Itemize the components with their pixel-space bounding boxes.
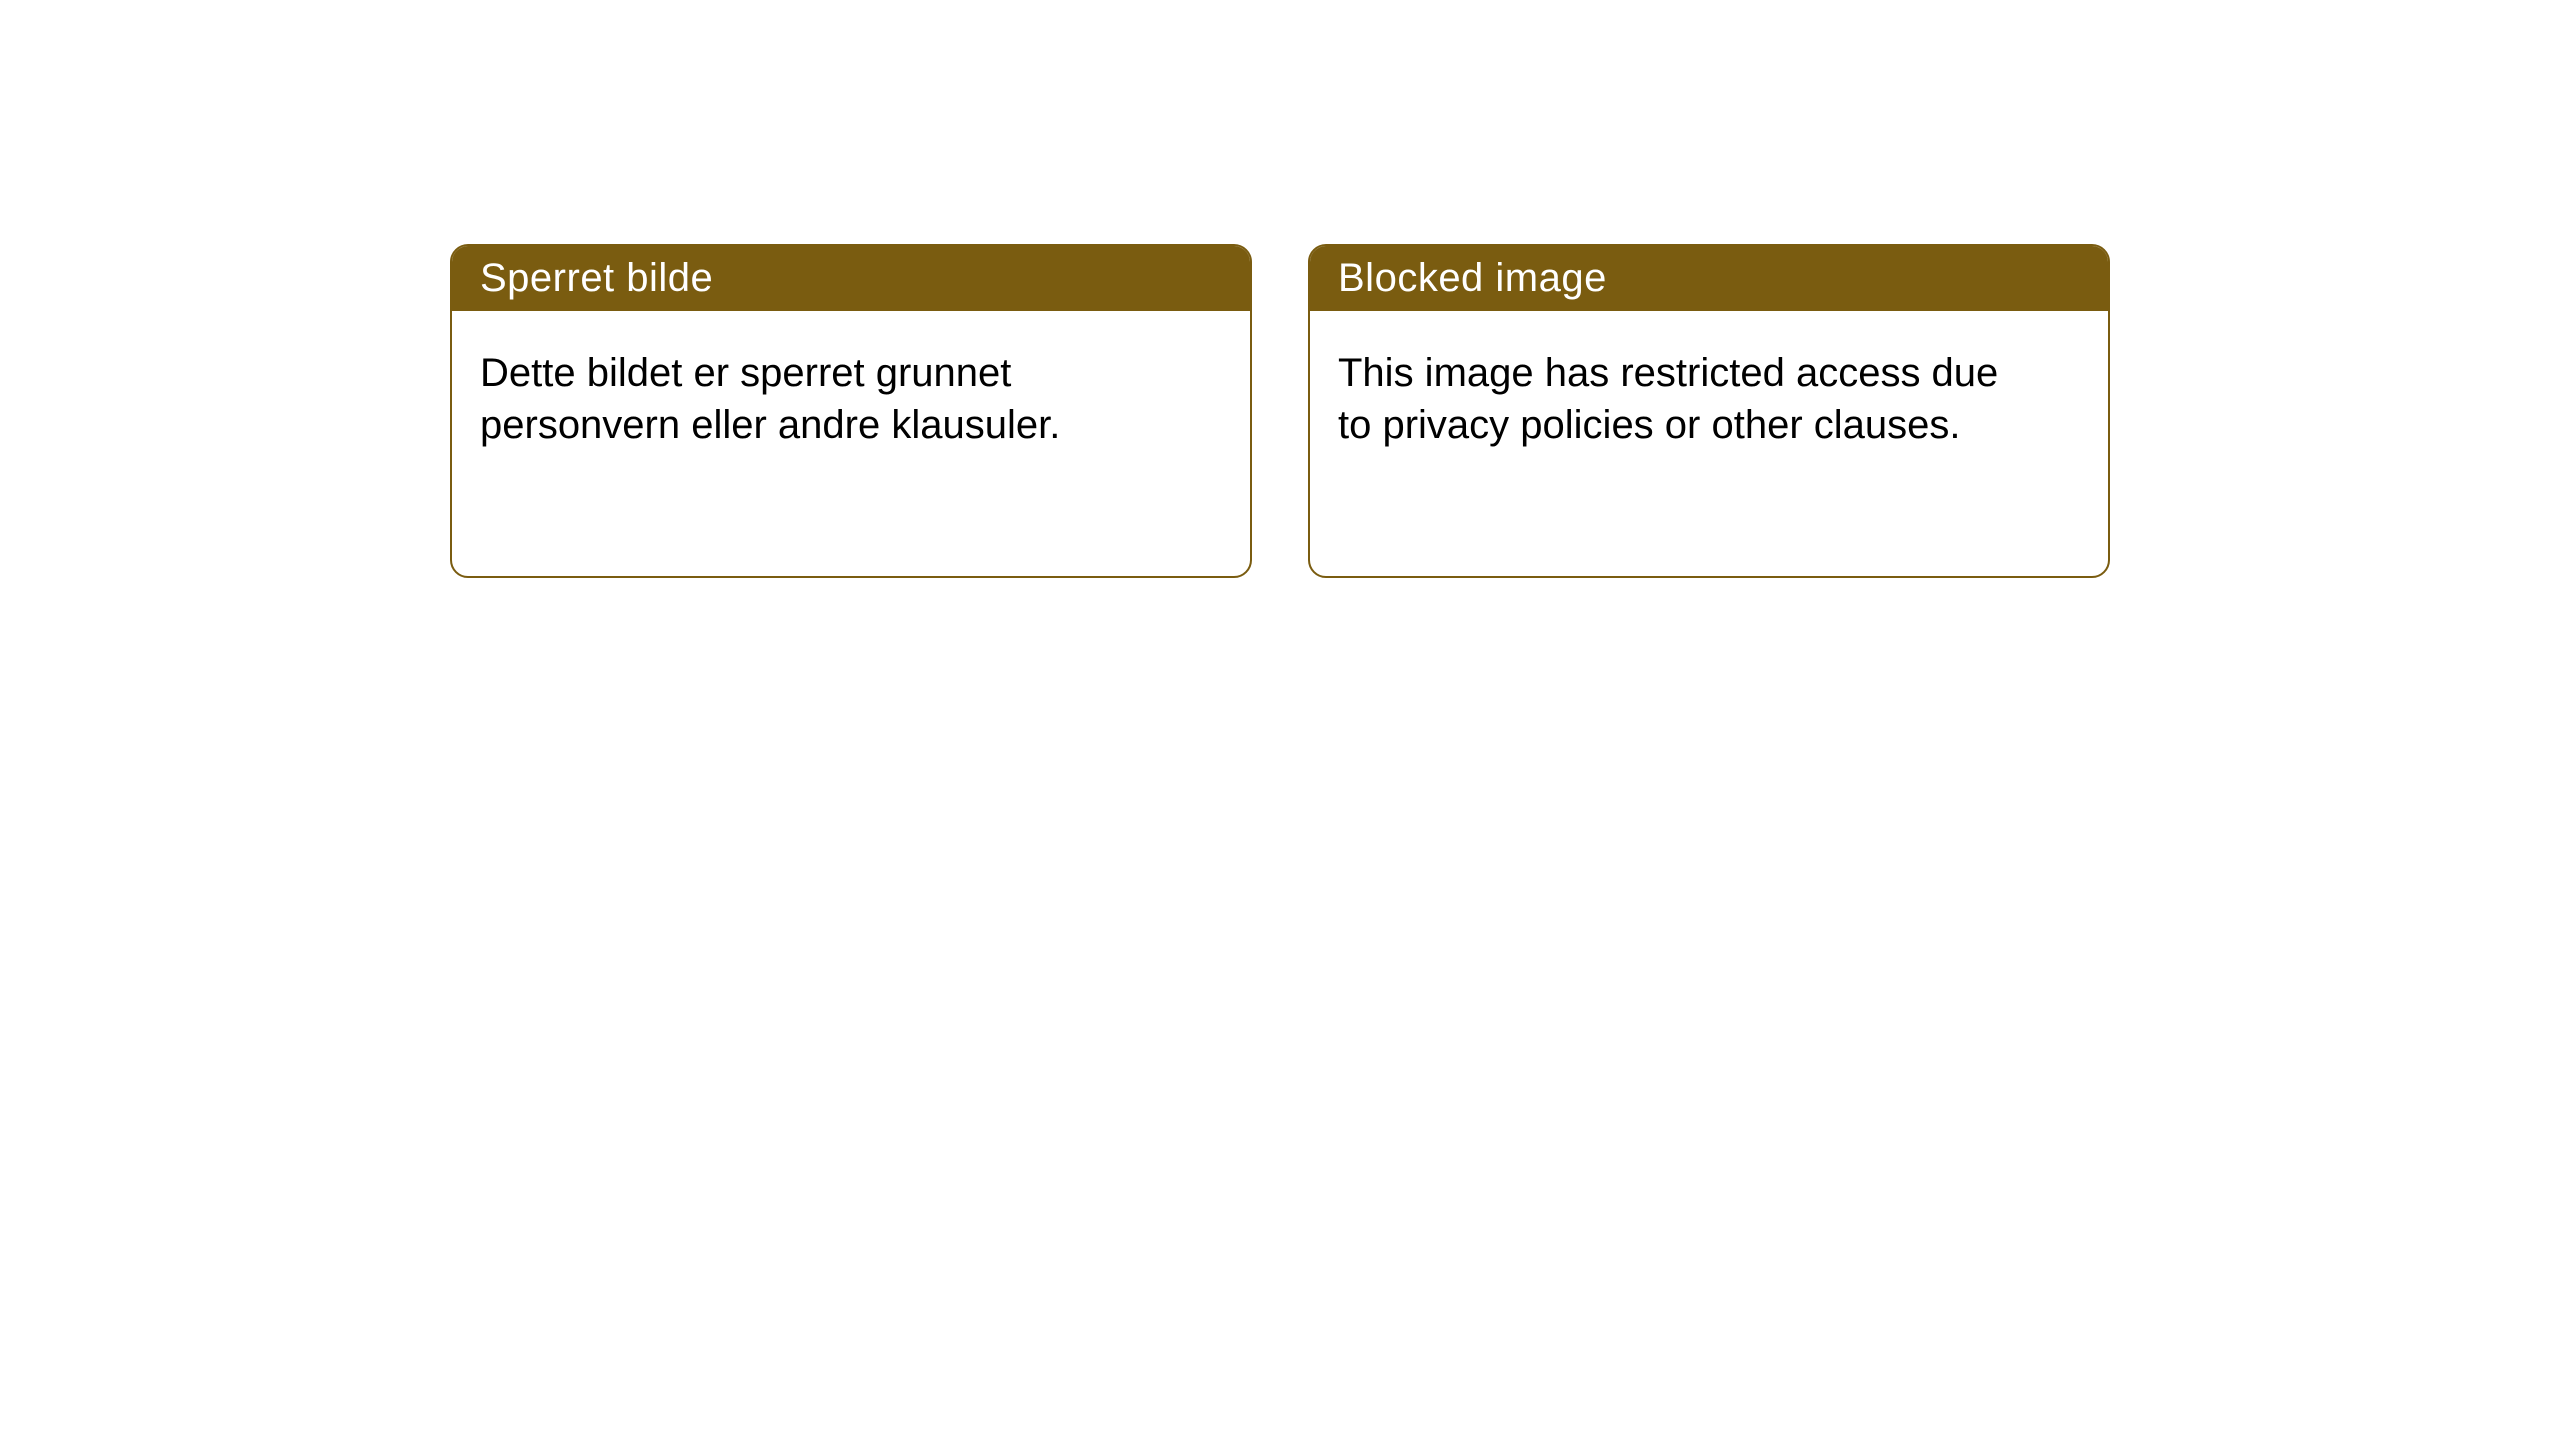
card-body: Dette bildet er sperret grunnet personve… bbox=[452, 311, 1172, 487]
notice-card-english: Blocked image This image has restricted … bbox=[1308, 244, 2110, 578]
card-header-text: Blocked image bbox=[1338, 256, 1607, 300]
card-header: Sperret bilde bbox=[452, 246, 1250, 311]
card-header: Blocked image bbox=[1310, 246, 2108, 311]
card-body-text: Dette bildet er sperret grunnet personve… bbox=[480, 351, 1060, 447]
card-body: This image has restricted access due to … bbox=[1310, 311, 2030, 487]
card-header-text: Sperret bilde bbox=[480, 256, 713, 300]
card-body-text: This image has restricted access due to … bbox=[1338, 351, 1998, 447]
notice-cards-container: Sperret bilde Dette bildet er sperret gr… bbox=[450, 244, 2110, 578]
notice-card-norwegian: Sperret bilde Dette bildet er sperret gr… bbox=[450, 244, 1252, 578]
